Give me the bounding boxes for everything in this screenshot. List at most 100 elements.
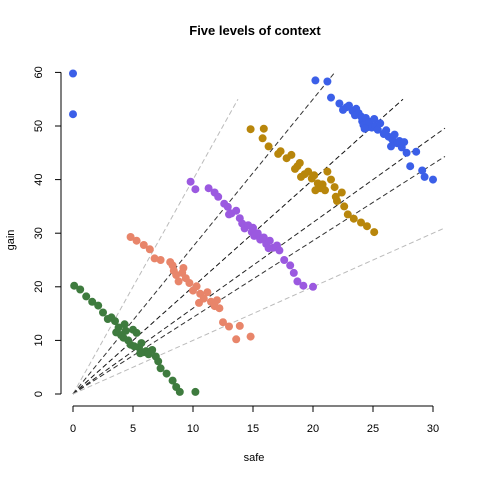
series-4-point [219, 318, 227, 327]
series-5-point [132, 328, 141, 337]
series-1-point [420, 172, 429, 181]
series-1-point [376, 119, 385, 128]
series-1-point [373, 125, 382, 134]
series-4-point [215, 304, 224, 313]
series-3-point [309, 282, 317, 291]
series-4-point [185, 279, 194, 287]
x-axis: 0 5 10 15 20 25 30 [70, 405, 439, 435]
series-3-point [186, 177, 195, 186]
series-2-point [258, 134, 267, 143]
series-5-point [191, 387, 200, 396]
series-4-point [156, 256, 165, 264]
series-2-point [340, 202, 349, 211]
series-4-point [150, 254, 159, 263]
series-1-point [381, 128, 389, 137]
series-2-point [327, 175, 335, 184]
series-5-point [120, 320, 129, 329]
series-2-point [331, 192, 340, 201]
series-3-point [232, 206, 241, 215]
x-tick-label: 5 [130, 423, 136, 435]
series-4-point [172, 271, 181, 279]
series-5-point [148, 346, 157, 354]
y-tick-label: 60 [33, 66, 45, 78]
series-3-point [253, 229, 262, 238]
series-4-point [174, 277, 183, 286]
series-1-point [429, 175, 437, 184]
series-3-point [280, 256, 289, 264]
series-3-point [299, 281, 308, 290]
series-1-point [69, 69, 77, 78]
y-tick-label: 0 [33, 391, 45, 397]
series-1-point [402, 148, 411, 157]
series-3-point [264, 244, 273, 253]
series-1-point [400, 138, 409, 147]
series-5-point [175, 387, 184, 396]
series-3-point [289, 268, 298, 277]
series-2-point [321, 186, 329, 195]
series-2-point [287, 150, 296, 159]
series-2-point [323, 167, 332, 176]
y-tick-label: 40 [33, 173, 45, 185]
series-5-point [137, 339, 146, 348]
x-tick-label: 0 [70, 423, 76, 435]
series-4-point [232, 335, 241, 344]
series-3-point [225, 210, 233, 219]
y-axis: 0 10 20 30 40 50 60 [33, 66, 62, 397]
series-2-point [337, 188, 346, 197]
series-4-point [139, 241, 148, 249]
series-4-point [203, 288, 212, 297]
series-3-point [214, 192, 223, 201]
series-3-point [275, 246, 284, 255]
x-tick-label: 25 [367, 423, 379, 435]
series-1-point [387, 142, 395, 151]
series-5-point [162, 369, 171, 378]
series-3-point [204, 184, 213, 193]
series-5-point [94, 301, 103, 310]
series-5-point [70, 281, 79, 290]
series-2-point [264, 142, 273, 151]
x-tick-label: 10 [187, 423, 199, 435]
series-5-point [136, 349, 145, 358]
series-3-point [259, 233, 268, 242]
series-2-point [295, 159, 304, 167]
series-5-point [154, 357, 163, 366]
reference-line-3 [72, 98, 404, 395]
series-1-point [360, 124, 369, 133]
reference-line-6 [72, 227, 446, 395]
series-1-point [327, 93, 335, 102]
reference-line-5 [72, 155, 446, 395]
series-4-point [126, 233, 135, 241]
series-5-point [99, 308, 107, 317]
reference-line-1 [72, 98, 239, 395]
series-5-point [82, 292, 91, 301]
series-4-point [246, 332, 255, 341]
x-tick-label: 15 [247, 423, 259, 435]
series-2-point [349, 214, 358, 223]
series-1-point [406, 162, 415, 171]
series-2-point [343, 210, 352, 219]
x-tick-label: 30 [427, 423, 439, 435]
series-4-point [235, 321, 244, 330]
x-tick-label: 20 [307, 423, 319, 435]
series-4-point [145, 245, 154, 254]
series-1-point [339, 105, 347, 114]
reference-line-2 [72, 72, 335, 395]
series-1-point [390, 130, 399, 139]
series-1-point [69, 110, 77, 119]
series-5-point [121, 326, 130, 335]
series-2-point [246, 125, 255, 134]
series-3-point [293, 277, 302, 286]
series-2-point [311, 186, 320, 195]
reference-line-4 [72, 127, 446, 395]
series-5-point [156, 364, 165, 373]
series-2-point [297, 172, 305, 181]
series-3-point [249, 223, 257, 232]
series-3-point [286, 261, 295, 270]
y-tick-label: 20 [33, 281, 45, 293]
series-1-point [335, 99, 344, 108]
x-axis-label: safe [244, 452, 265, 464]
series-2-point [291, 164, 299, 173]
series-2-point [276, 147, 285, 156]
series-1-point [311, 76, 320, 85]
series-4-point [225, 322, 233, 331]
